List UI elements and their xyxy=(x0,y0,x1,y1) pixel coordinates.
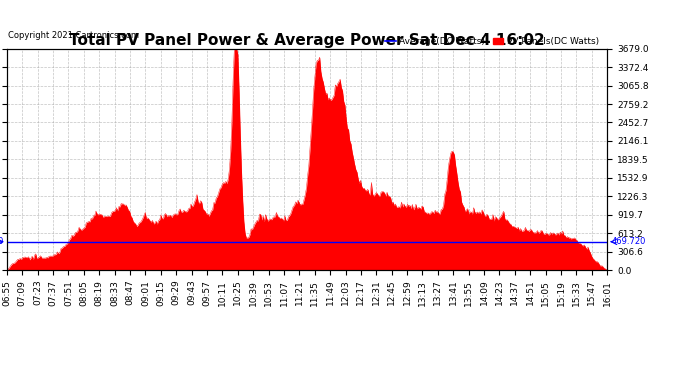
Text: 469.720: 469.720 xyxy=(0,237,4,246)
Title: Total PV Panel Power & Average Power Sat Dec 4 16:02: Total PV Panel Power & Average Power Sat… xyxy=(69,33,545,48)
Legend: Average(DC Watts), PV Panels(DC Watts): Average(DC Watts), PV Panels(DC Watts) xyxy=(382,33,602,50)
Text: Copyright 2021 Cartronics.com: Copyright 2021 Cartronics.com xyxy=(8,31,139,40)
Text: 469.720: 469.720 xyxy=(611,237,646,246)
